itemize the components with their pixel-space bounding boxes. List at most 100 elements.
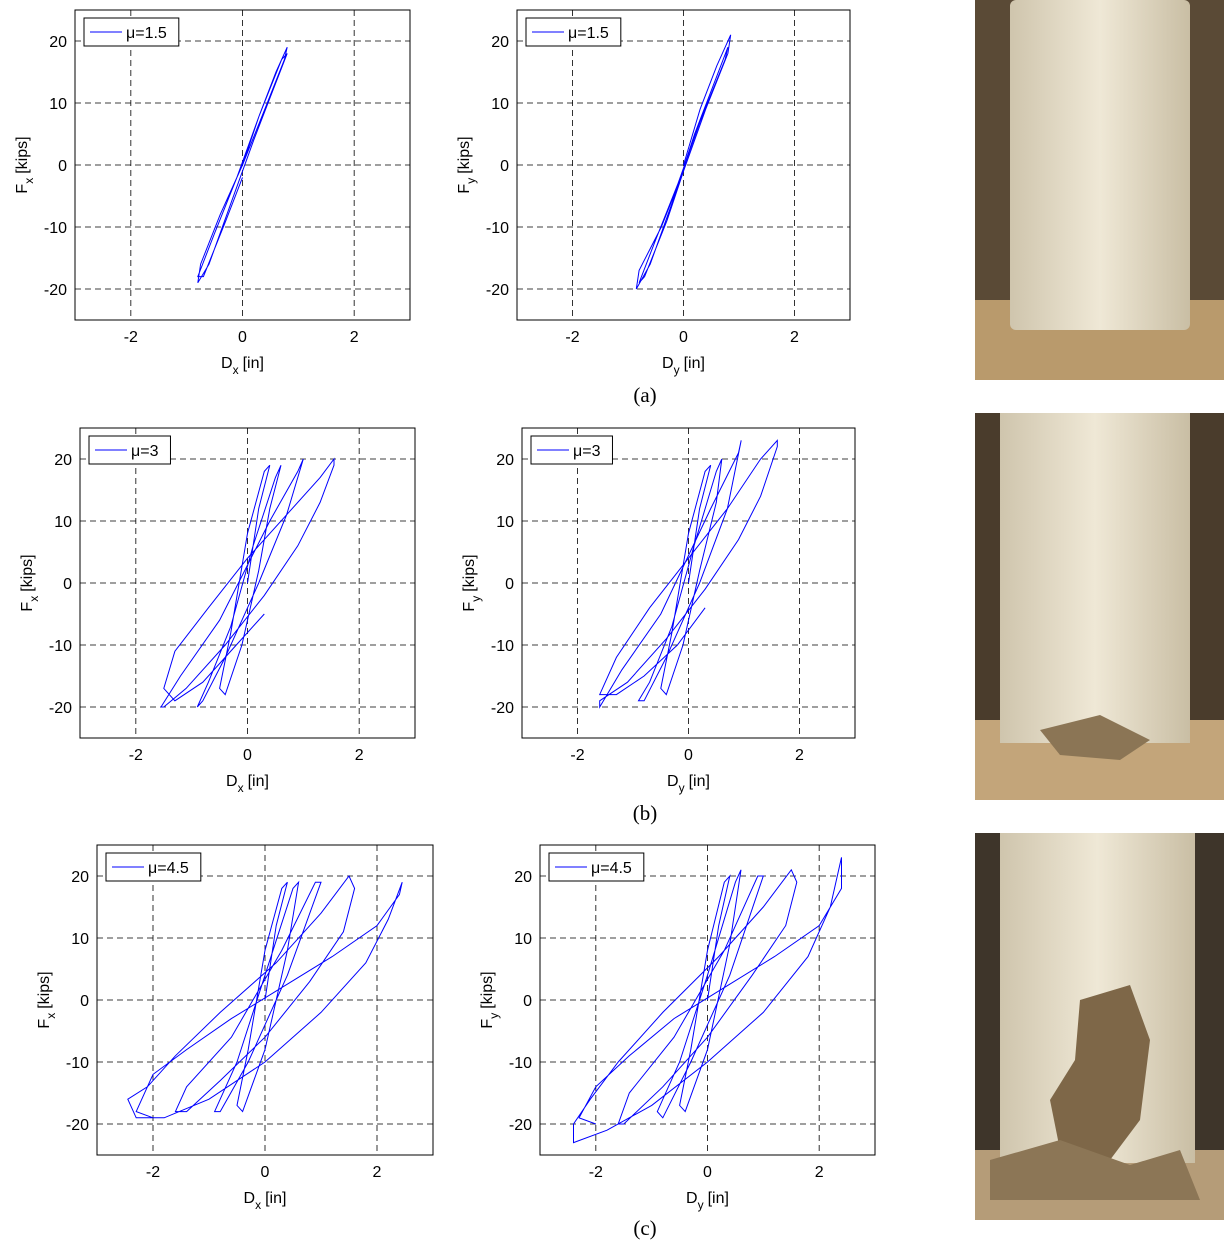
x-tick-label: 2 [790, 329, 799, 346]
axis-symbol: F [479, 1019, 496, 1029]
y-tick-label: 0 [500, 158, 509, 175]
y-tick-label: 20 [491, 34, 509, 51]
x-tick-label: 2 [355, 747, 364, 764]
axis-label: Fx [kips] [36, 971, 58, 1028]
axis-symbol: F [461, 602, 478, 612]
y-tick-label: 20 [54, 452, 72, 469]
legend-label: μ=3 [131, 443, 159, 460]
legend-label: μ=1.5 [568, 25, 609, 42]
x-tick-label: 0 [679, 329, 688, 346]
axis-label: Dx [in] [244, 1190, 287, 1212]
axis-subscript: x [233, 363, 239, 377]
x-tick-label: 2 [815, 1164, 824, 1181]
axis-subscript: x [27, 596, 41, 602]
y-tick-label: 10 [54, 514, 72, 531]
plot-frame [539, 844, 876, 1156]
y-tick-label: 0 [80, 993, 89, 1010]
legend: μ=3 [88, 435, 171, 465]
axis-unit: [in] [243, 355, 264, 372]
y-tick-label: 20 [49, 34, 67, 51]
axis-subscript: x [22, 178, 36, 184]
axis-symbol: D [221, 355, 233, 372]
x-tick-label: -2 [129, 747, 143, 764]
axis-unit: [in] [684, 355, 705, 372]
y-tick-label: -10 [66, 1055, 89, 1072]
y-tick-label: 10 [496, 514, 514, 531]
y-tick-label: 0 [523, 993, 532, 1010]
plot-frame [521, 427, 856, 739]
caption: (c) [633, 1216, 656, 1240]
x-tick-label: 0 [261, 1164, 270, 1181]
axis-unit: [kips] [479, 971, 496, 1008]
y-tick-label: 0 [58, 158, 67, 175]
y-tick-label: -20 [44, 282, 67, 299]
plot-frame [74, 9, 411, 321]
legend: μ=1.5 [83, 17, 180, 47]
axis-label: Dy [in] [686, 1190, 729, 1212]
photo-a [975, 0, 1224, 380]
axis-subscript: x [255, 1198, 261, 1212]
photo-b [975, 413, 1224, 800]
y-tick-label: 20 [496, 452, 514, 469]
axis-subscript: y [674, 363, 680, 377]
x-tick-label: 2 [350, 329, 359, 346]
y-tick-label: 20 [514, 869, 532, 886]
x-tick-label: 0 [238, 329, 247, 346]
y-tick-label: 0 [63, 576, 72, 593]
y-tick-label: 10 [514, 931, 532, 948]
legend-label: μ=4.5 [148, 860, 189, 877]
y-tick-label: -10 [49, 638, 72, 655]
axis-symbol: D [686, 1190, 698, 1207]
axis-unit: [kips] [14, 136, 31, 173]
axis-label: Fy [kips] [461, 554, 483, 611]
axis-subscript: y [487, 1013, 501, 1019]
caption: (b) [633, 801, 658, 825]
axis-symbol: F [36, 1019, 53, 1029]
data-line [160, 457, 335, 708]
y-tick-label: -20 [49, 700, 72, 717]
axis-symbol: D [662, 355, 674, 372]
y-tick-label: -10 [491, 638, 514, 655]
y-tick-label: -10 [44, 220, 67, 237]
y-tick-label: -20 [66, 1117, 89, 1134]
axis-label: Fx [kips] [19, 554, 41, 611]
legend-label: μ=4.5 [591, 860, 632, 877]
plot-frame [516, 9, 851, 321]
x-tick-label: 0 [703, 1164, 712, 1181]
caption: (a) [633, 383, 656, 407]
axis-unit: [kips] [456, 136, 473, 173]
x-tick-label: -2 [589, 1164, 603, 1181]
axis-label: Fy [kips] [479, 971, 501, 1028]
data-line [197, 46, 288, 284]
x-tick-label: -2 [124, 329, 138, 346]
legend: μ=1.5 [525, 17, 622, 47]
axis-subscript: y [698, 1198, 704, 1212]
y-tick-label: -10 [486, 220, 509, 237]
axis-symbol: D [244, 1190, 256, 1207]
photo-c [975, 833, 1224, 1220]
axis-symbol: F [14, 184, 31, 194]
axis-unit: [kips] [461, 554, 478, 591]
axis-subscript: y [469, 596, 483, 602]
x-tick-label: 0 [684, 747, 693, 764]
y-tick-label: -20 [491, 700, 514, 717]
axis-subscript: x [238, 781, 244, 795]
plot-frame [96, 844, 434, 1156]
axis-symbol: F [456, 184, 473, 194]
y-tick-label: 10 [491, 96, 509, 113]
y-tick-label: 10 [71, 931, 89, 948]
data-line [635, 34, 732, 290]
axis-label: Fy [kips] [456, 136, 478, 193]
axis-symbol: D [667, 773, 679, 790]
axis-unit: [in] [265, 1190, 286, 1207]
data-line [598, 439, 778, 709]
axis-unit: [kips] [19, 554, 36, 591]
axis-symbol: D [226, 773, 238, 790]
data-line [573, 857, 842, 1144]
axis-subscript: y [679, 781, 685, 795]
legend-label: μ=3 [573, 443, 601, 460]
legend-label: μ=1.5 [126, 25, 167, 42]
axis-label: Dx [in] [226, 773, 269, 795]
